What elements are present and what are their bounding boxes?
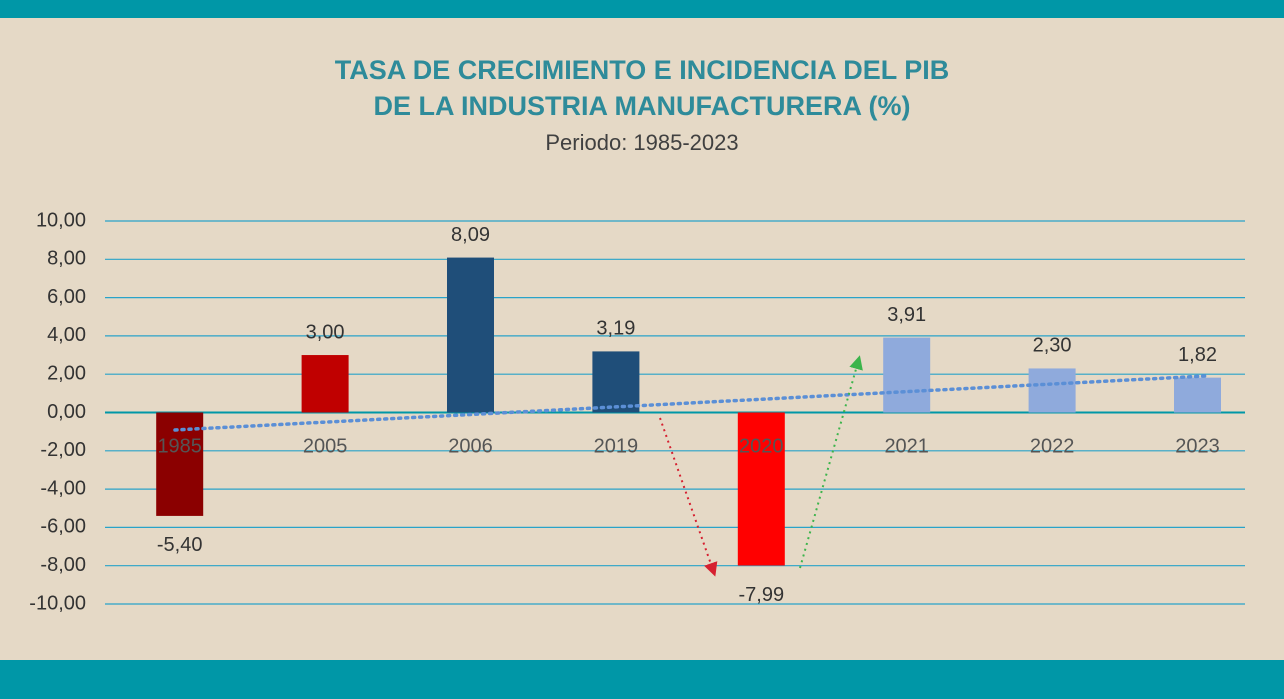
bar — [301, 355, 349, 413]
x-tick-label: 1985 — [157, 435, 202, 457]
x-tick-label: 2020 — [739, 435, 784, 457]
y-tick-label: 8,00 — [47, 248, 86, 270]
y-tick-label: -8,00 — [40, 554, 86, 576]
chart-title: TASA DE CRECIMIENTO E INCIDENCIA DEL PIB — [335, 55, 950, 85]
y-tick-label: -6,00 — [40, 516, 86, 538]
bar — [1174, 377, 1221, 413]
trend-line — [173, 374, 1207, 432]
y-tick-label: -10,00 — [29, 592, 86, 614]
bottom-band — [0, 660, 1284, 699]
data-label: 1,82 — [1178, 344, 1217, 366]
chart-subtitle: Periodo: 1985-2023 — [545, 130, 738, 155]
x-tick-label: 2023 — [1175, 435, 1220, 457]
y-tick-label: 2,00 — [47, 362, 86, 384]
bar — [447, 257, 494, 413]
x-tick-label: 2006 — [448, 435, 493, 457]
x-tick-label: 2005 — [303, 435, 348, 457]
x-tick-label: 2021 — [884, 435, 929, 457]
top-band — [0, 0, 1284, 18]
data-label: 8,09 — [451, 224, 490, 246]
data-label: -5,40 — [157, 534, 203, 556]
bar — [592, 351, 640, 413]
data-label: -7,99 — [739, 584, 785, 606]
y-tick-label: -2,00 — [40, 439, 86, 461]
data-label: 3,19 — [596, 318, 635, 340]
y-tick-label: 10,00 — [36, 209, 86, 231]
bar — [883, 337, 931, 413]
y-tick-label: 4,00 — [47, 324, 86, 346]
bar — [737, 412, 785, 566]
data-label: 3,91 — [887, 304, 926, 326]
chart-title: DE LA INDUSTRIA MANUFACTURERA (%) — [374, 91, 911, 121]
x-tick-label: 2022 — [1030, 435, 1075, 457]
y-tick-label: 0,00 — [47, 401, 86, 423]
y-tick-label: 6,00 — [47, 286, 86, 308]
y-tick-label: -4,00 — [40, 477, 86, 499]
bar — [1028, 368, 1076, 413]
data-label: 2,30 — [1033, 335, 1072, 357]
data-label: 3,00 — [306, 321, 345, 343]
x-tick-label: 2019 — [594, 435, 639, 457]
